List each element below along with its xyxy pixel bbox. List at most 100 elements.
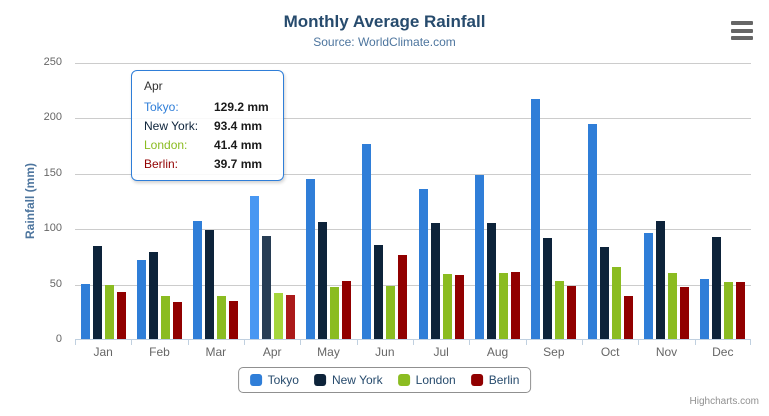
hamburger-icon bbox=[731, 36, 753, 40]
y-gridline bbox=[75, 173, 751, 175]
bar-tokyo-apr[interactable] bbox=[249, 195, 259, 339]
bar-new-york-oct[interactable] bbox=[599, 246, 609, 339]
bar-berlin-jun[interactable] bbox=[398, 255, 408, 339]
hamburger-icon bbox=[731, 28, 753, 33]
x-axis-label: Mar bbox=[205, 345, 227, 359]
x-axis-tick bbox=[357, 340, 358, 345]
x-axis-label: Apr bbox=[262, 345, 282, 359]
bar-new-york-jul[interactable] bbox=[430, 222, 440, 339]
bar-berlin-jul[interactable] bbox=[454, 275, 464, 339]
bar-london-may[interactable] bbox=[330, 286, 339, 339]
x-axis-label: Feb bbox=[149, 345, 170, 359]
bar-tokyo-jan[interactable] bbox=[80, 283, 90, 339]
bar-berlin-oct[interactable] bbox=[623, 295, 633, 339]
x-axis-label: May bbox=[317, 345, 340, 359]
x-axis-tick bbox=[638, 340, 639, 345]
bar-london-jan[interactable] bbox=[104, 284, 114, 339]
tooltip-row: Berlin: 39.7 mm bbox=[144, 157, 273, 171]
legend-symbol bbox=[249, 374, 262, 386]
legend-label: New York bbox=[331, 373, 383, 387]
bar-berlin-nov[interactable] bbox=[680, 287, 689, 339]
bar-london-dec[interactable] bbox=[724, 282, 734, 339]
x-axis-tick bbox=[131, 340, 132, 345]
legend-item-berlin[interactable]: Berlin bbox=[470, 373, 519, 387]
tooltip-row: London: 41.4 mm bbox=[144, 138, 273, 152]
bar-tokyo-sep[interactable] bbox=[531, 99, 541, 339]
x-axis-label: Jul bbox=[433, 345, 449, 359]
y-axis-label: 0 bbox=[55, 333, 62, 345]
y-gridline bbox=[75, 229, 751, 231]
bar-tokyo-mar[interactable] bbox=[193, 221, 203, 339]
bar-tokyo-nov[interactable] bbox=[644, 233, 653, 339]
x-axis-tick bbox=[244, 340, 245, 345]
x-axis-line bbox=[75, 339, 751, 340]
bar-london-jun[interactable] bbox=[386, 285, 396, 339]
bar-london-oct[interactable] bbox=[611, 266, 621, 339]
bar-new-york-jun[interactable] bbox=[374, 245, 384, 339]
legend-item-tokyo[interactable]: Tokyo bbox=[249, 373, 299, 387]
bar-berlin-sep[interactable] bbox=[567, 286, 577, 339]
y-axis-label: 100 bbox=[43, 222, 62, 235]
x-axis-label: Oct bbox=[600, 345, 620, 359]
bar-new-york-apr[interactable] bbox=[261, 235, 271, 339]
x-axis-tick bbox=[413, 340, 414, 345]
bar-london-mar[interactable] bbox=[217, 295, 227, 339]
bar-tokyo-aug[interactable] bbox=[475, 174, 484, 339]
y-axis-label: 250 bbox=[43, 56, 62, 68]
bar-tokyo-dec[interactable] bbox=[700, 278, 710, 339]
x-axis-tick bbox=[750, 340, 751, 345]
legend-item-new-york[interactable]: New York bbox=[313, 373, 383, 387]
tooltip-row: Tokyo: 129.2 mm bbox=[144, 100, 273, 114]
tooltip-category: Apr bbox=[144, 79, 163, 93]
bar-tokyo-oct[interactable] bbox=[587, 123, 597, 339]
tooltip-series-value: 93.4 mm bbox=[214, 119, 263, 133]
bar-new-york-may[interactable] bbox=[318, 221, 327, 339]
bar-new-york-aug[interactable] bbox=[487, 223, 496, 339]
hamburger-icon bbox=[731, 21, 753, 25]
bar-london-apr[interactable] bbox=[273, 293, 283, 339]
tooltip: Apr Tokyo: 129.2 mm New York: 93.4 mm London… bbox=[131, 70, 284, 181]
bar-new-york-nov[interactable] bbox=[656, 220, 665, 339]
legend-label: Tokyo bbox=[267, 373, 299, 387]
legend-symbol bbox=[470, 374, 483, 386]
x-axis-label: Sep bbox=[543, 345, 565, 359]
legend-item-london[interactable]: London bbox=[397, 373, 456, 387]
x-axis-tick bbox=[188, 340, 189, 345]
x-axis-tick bbox=[469, 340, 470, 345]
tooltip-series-label: New York: bbox=[144, 119, 199, 133]
bar-new-york-sep[interactable] bbox=[543, 238, 553, 339]
x-axis-tick bbox=[75, 340, 76, 345]
bar-tokyo-may[interactable] bbox=[306, 179, 315, 339]
export-menu-button[interactable] bbox=[731, 21, 753, 40]
bar-berlin-apr[interactable] bbox=[285, 295, 295, 339]
legend-label: London bbox=[415, 373, 456, 387]
bar-london-nov[interactable] bbox=[668, 273, 677, 339]
bar-berlin-feb[interactable] bbox=[173, 302, 182, 339]
bar-berlin-may[interactable] bbox=[342, 280, 351, 339]
bar-new-york-jan[interactable] bbox=[92, 246, 102, 339]
bar-berlin-dec[interactable] bbox=[736, 282, 746, 339]
y-axis-label: 150 bbox=[43, 166, 62, 179]
bar-tokyo-jul[interactable] bbox=[418, 188, 428, 339]
y-gridline bbox=[75, 63, 751, 64]
bar-tokyo-feb[interactable] bbox=[137, 259, 146, 339]
bar-london-aug[interactable] bbox=[499, 273, 508, 339]
plot-area bbox=[75, 63, 751, 345]
bar-berlin-aug[interactable] bbox=[511, 272, 520, 339]
tooltip-series-value: 129.2 mm bbox=[214, 100, 269, 114]
bar-london-jul[interactable] bbox=[442, 273, 452, 339]
highcharts-credits-link[interactable]: Highcharts.com bbox=[689, 396, 759, 407]
bar-new-york-mar[interactable] bbox=[205, 229, 215, 339]
x-axis-label: Nov bbox=[655, 345, 678, 359]
tooltip-series-value: 39.7 mm bbox=[214, 157, 263, 171]
bar-new-york-dec[interactable] bbox=[712, 236, 722, 339]
y-gridline bbox=[75, 284, 751, 286]
bar-berlin-mar[interactable] bbox=[229, 300, 239, 339]
bar-tokyo-jun[interactable] bbox=[362, 144, 372, 339]
bar-london-feb[interactable] bbox=[161, 296, 170, 339]
bar-berlin-jan[interactable] bbox=[116, 292, 126, 339]
tooltip-row: New York: 93.4 mm bbox=[144, 119, 273, 133]
bar-new-york-feb[interactable] bbox=[149, 251, 158, 339]
legend-symbol bbox=[397, 374, 410, 386]
bar-london-sep[interactable] bbox=[555, 280, 565, 339]
